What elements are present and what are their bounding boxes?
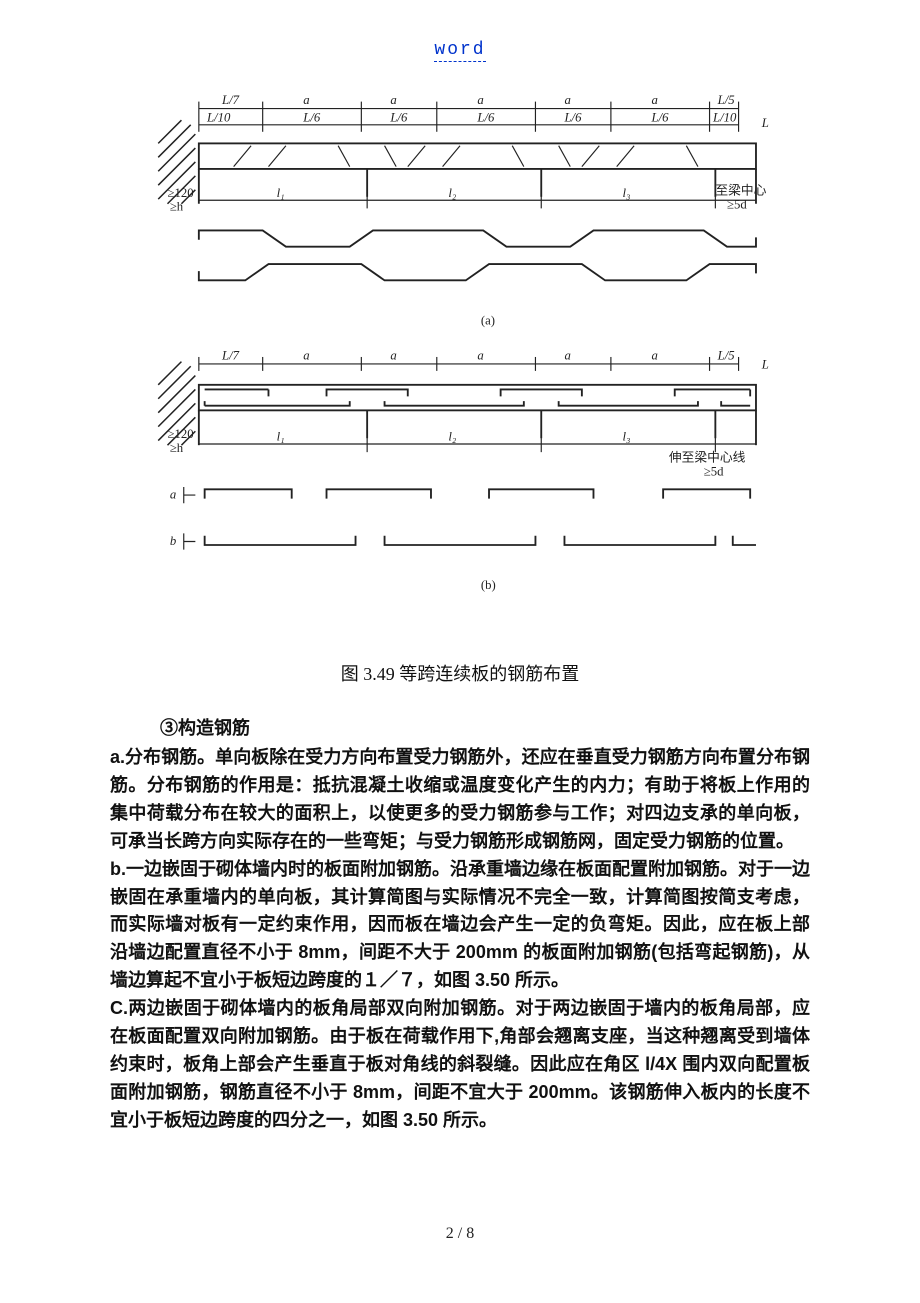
svg-text:a: a: [477, 348, 483, 362]
svg-text:≥h: ≥h: [170, 200, 184, 214]
svg-text:l₂: l₂: [448, 430, 457, 444]
svg-text:L/6: L/6: [563, 110, 582, 124]
svg-text:a: a: [170, 488, 176, 502]
paragraph-b: b.一边嵌固于砌体墙内时的板面附加钢筋。沿承重墙边缘在板面配置附加钢筋。对于一边…: [110, 856, 810, 995]
header: word: [110, 40, 810, 60]
svg-text:l₁: l₁: [277, 186, 285, 200]
svg-text:a: a: [564, 93, 570, 107]
section-label: ③构造钢筋: [160, 714, 810, 740]
svg-text:伸至梁中心线: 伸至梁中心线: [669, 450, 746, 464]
svg-text:l₃: l₃: [622, 186, 630, 200]
figure-3-49: L/7 a a a a a L/5 L/10 L/6 L/6 L/6 L/6 L…: [135, 90, 785, 652]
svg-text:a: a: [303, 348, 309, 362]
svg-text:L: L: [761, 116, 769, 130]
svg-text:L/6: L/6: [651, 110, 670, 124]
svg-text:(b): (b): [481, 578, 496, 592]
svg-text:L/7: L/7: [221, 93, 240, 107]
svg-text:≥5d: ≥5d: [727, 197, 747, 211]
svg-text:L/5: L/5: [717, 348, 735, 362]
svg-text:l₂: l₂: [448, 186, 457, 200]
svg-text:a: a: [652, 93, 658, 107]
svg-text:a: a: [390, 348, 396, 362]
page-number: 2 / 8: [110, 1225, 810, 1243]
paragraph-c: C.两边嵌固于砌体墙内的板角局部双向附加钢筋。对于两边嵌固于墙内的板角局部，应在…: [110, 995, 810, 1134]
paragraph-a: a.分布钢筋。单向板除在受力方向布置受力钢筋外，还应在垂直受力钢筋方向布置分布钢…: [110, 744, 810, 856]
svg-text:a: a: [390, 93, 396, 107]
svg-text:a: a: [652, 348, 658, 362]
svg-text:(a): (a): [481, 313, 495, 327]
svg-text:L/7: L/7: [221, 348, 240, 362]
figure-svg: L/7 a a a a a L/5 L/10 L/6 L/6 L/6 L/6 L…: [135, 90, 785, 647]
svg-text:≥h: ≥h: [170, 441, 184, 455]
svg-text:L/5: L/5: [717, 93, 735, 107]
svg-text:L/10: L/10: [206, 110, 231, 124]
svg-text:L/6: L/6: [389, 110, 408, 124]
svg-text:a: a: [564, 348, 570, 362]
svg-text:a: a: [477, 93, 483, 107]
svg-text:L/6: L/6: [476, 110, 495, 124]
svg-text:≥120: ≥120: [168, 186, 194, 200]
svg-text:a: a: [303, 93, 309, 107]
svg-text:l₁: l₁: [277, 430, 285, 444]
figure-caption: 图 3.49 等跨连续板的钢筋布置: [110, 660, 810, 686]
svg-text:l₃: l₃: [622, 430, 630, 444]
svg-text:L: L: [761, 358, 769, 372]
svg-text:L/10: L/10: [712, 110, 737, 124]
svg-text:L/6: L/6: [302, 110, 321, 124]
document-page: word: [0, 0, 920, 1303]
svg-text:≥5d: ≥5d: [704, 464, 724, 478]
svg-text:至梁中心: 至梁中心: [715, 183, 766, 197]
svg-text:b: b: [170, 534, 176, 548]
header-link-text[interactable]: word: [434, 40, 485, 62]
svg-text:≥120: ≥120: [168, 427, 194, 441]
